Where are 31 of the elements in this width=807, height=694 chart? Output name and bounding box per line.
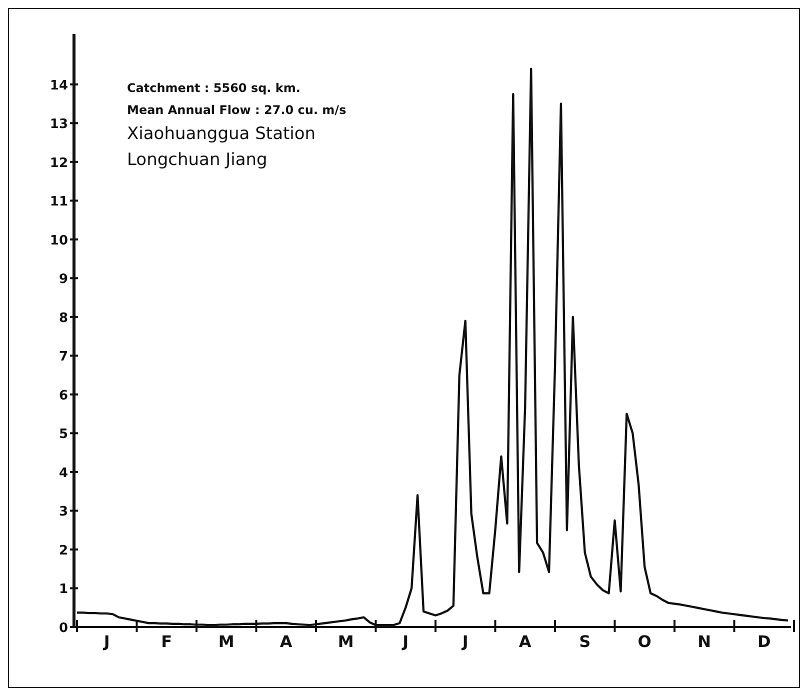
y-tick-label: 10 bbox=[50, 233, 68, 248]
x-tick-label: J bbox=[402, 632, 409, 651]
x-tick-label: N bbox=[698, 632, 712, 651]
y-tick-label: 3 bbox=[58, 504, 68, 520]
x-tick-label: S bbox=[579, 632, 591, 651]
x-tick-label: D bbox=[757, 632, 771, 651]
x-tick-label: F bbox=[161, 632, 172, 651]
x-tick-label: M bbox=[218, 632, 234, 651]
x-tick-label: J bbox=[102, 632, 110, 651]
annotation: Longchuan Jiang bbox=[127, 149, 268, 172]
y-tick-label: 12 bbox=[50, 156, 68, 171]
y-tick-label: 7 bbox=[58, 350, 68, 365]
y-tick-label: 5 bbox=[58, 427, 68, 442]
x-tick-label: A bbox=[518, 632, 532, 651]
y-tick-label: 11 bbox=[50, 194, 68, 210]
y-tick-label: 13 bbox=[50, 117, 68, 132]
x-tick-label: O bbox=[638, 632, 652, 651]
x-tick-label: J bbox=[461, 632, 468, 651]
y-tick-label: 6 bbox=[58, 388, 68, 404]
y-tick-label: 2 bbox=[58, 543, 68, 558]
y-tick-label: 1 bbox=[58, 582, 68, 598]
y-tick-label: 9 bbox=[58, 272, 68, 288]
annotation: Xiaohuanggua Station bbox=[127, 123, 317, 146]
y-tick-label: 14 bbox=[50, 78, 68, 94]
annotation: Mean Annual Flow : 27.0 cu. m/s bbox=[127, 102, 346, 119]
y-tick-label: 8 bbox=[58, 310, 68, 326]
x-tick-label: M bbox=[338, 632, 354, 651]
x-tick-label: A bbox=[280, 632, 293, 651]
y-tick-label: 0 bbox=[58, 621, 68, 636]
y-tick-label: 4 bbox=[58, 466, 68, 481]
annotation: Catchment : 5560 sq. km. bbox=[127, 80, 302, 97]
